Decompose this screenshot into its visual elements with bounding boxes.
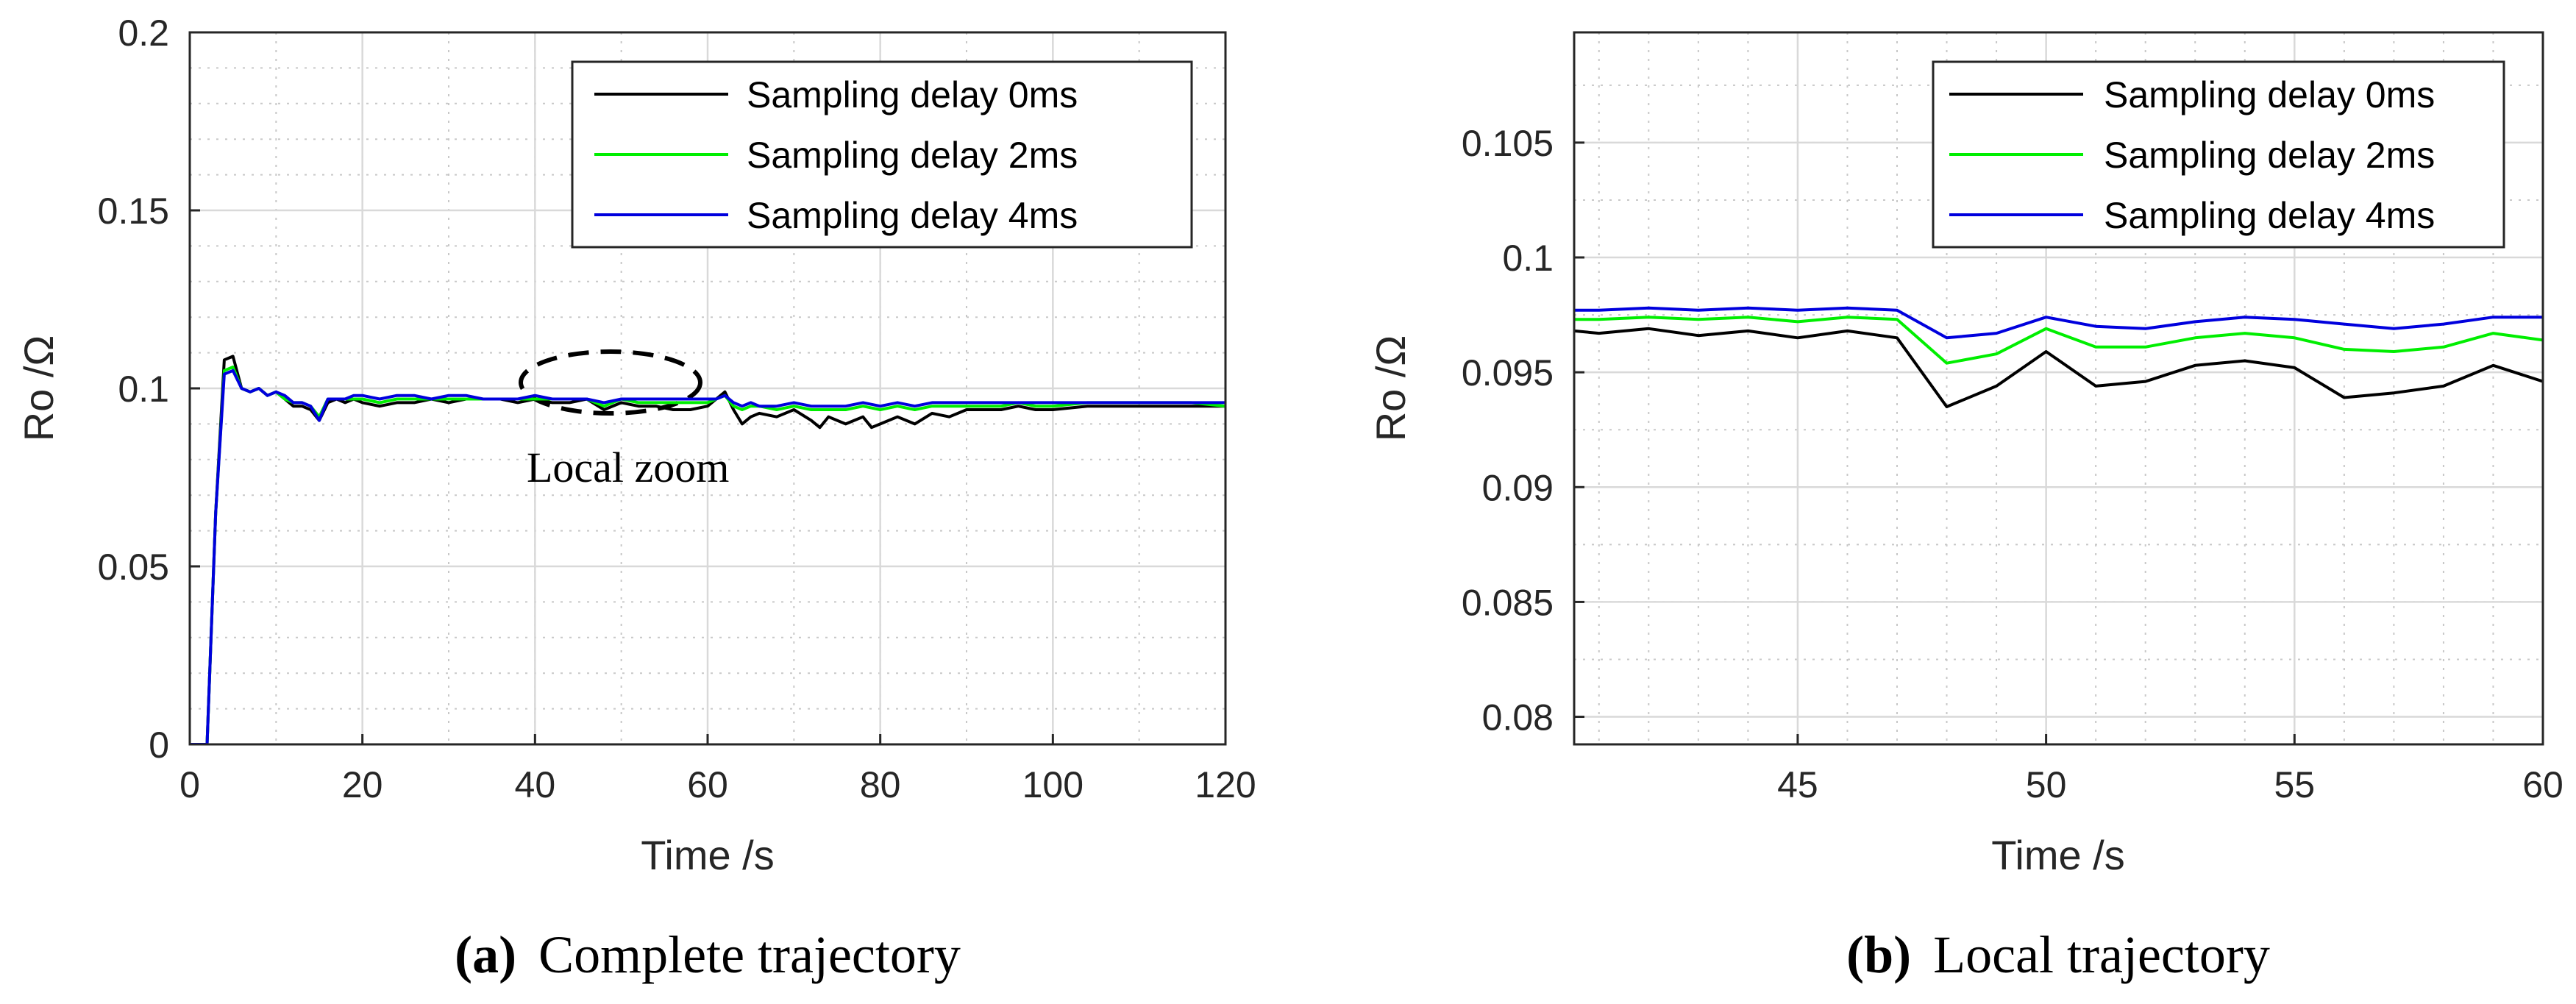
panel-b: 45 50 55 60 0.08 0.085 0.09 0.095 0.1 0.105 Time… xyxy=(1367,31,2563,984)
legend-label-a-2: Sampling delay 4ms xyxy=(747,195,1078,236)
panel-a: Local zoom 0 20 40 60 80 100 120 00.050.10.150… xyxy=(15,13,1256,984)
local-zoom-ellipse xyxy=(519,349,702,416)
y-tick-labels-a: 0 0.05 0.1 0.15 0.2 xyxy=(98,13,169,766)
caption-b: (b) Local trajectory xyxy=(1846,925,2270,984)
y-tick-label: 0.08 xyxy=(1482,697,1554,738)
series-line-b-1 xyxy=(1574,316,2543,365)
legend-label-b-2: Sampling delay 4ms xyxy=(2104,195,2435,236)
y-tick-label: 0.09 xyxy=(1482,467,1554,508)
local-zoom-annotation: Local zoom xyxy=(519,349,729,491)
caption-b-text: Local trajectory xyxy=(1933,925,2270,984)
series-line-a-1 xyxy=(190,366,1225,744)
y-tick-label: 0.05 xyxy=(98,546,169,588)
x-tick-label: 100 xyxy=(1022,764,1084,805)
x-tick-label: 50 xyxy=(2026,764,2067,805)
caption-a: (a) Complete trajectory xyxy=(455,925,961,984)
series-line-b-0 xyxy=(1574,327,2543,408)
x-tick-label: 20 xyxy=(342,764,383,805)
y-tick-label: 0 xyxy=(149,724,169,766)
series-line-b-2 xyxy=(1574,306,2543,340)
x-tick-labels-b: 45 50 55 60 xyxy=(1777,764,2563,805)
caption-a-label: (a) xyxy=(455,925,516,984)
x-tick-label: 80 xyxy=(860,764,901,805)
x-tick-label: 60 xyxy=(2522,764,2563,805)
y-tick-label: 0.1 xyxy=(118,369,169,410)
y-axis-label-a: Ro /Ω xyxy=(15,335,62,442)
legend-a: Sampling delay 0ms Sampling delay 2ms Sa… xyxy=(571,60,1193,249)
axes-box-b xyxy=(1573,31,2544,746)
x-tick-labels-a: 0 20 40 60 80 100 120 xyxy=(179,764,1256,805)
x-axis-label-b: Time /s xyxy=(1991,832,2124,878)
x-axis-label-a: Time /s xyxy=(641,832,774,878)
x-tick-label: 45 xyxy=(1777,764,1818,805)
y-axis-label-b: Ro /Ω xyxy=(1367,335,1414,442)
y-tick-label: 0.085 xyxy=(1462,582,1554,623)
y-tick-labels-b: 0.08 0.085 0.09 0.095 0.1 0.105 xyxy=(1462,123,1554,738)
legend-label-a-0: Sampling delay 0ms xyxy=(747,74,1078,115)
series-line-a-0 xyxy=(190,355,1225,744)
legend-label-b-1: Sampling delay 2ms xyxy=(2104,135,2435,176)
x-tick-label: 55 xyxy=(2274,764,2315,805)
series-line-a-2 xyxy=(190,369,1225,744)
grid-b xyxy=(1574,32,2544,744)
series-b xyxy=(1574,306,2543,408)
y-tick-label: 0.095 xyxy=(1462,352,1554,394)
series-a xyxy=(190,355,1225,744)
x-tick-label: 60 xyxy=(687,764,728,805)
x-tick-label: 0 xyxy=(179,764,200,805)
y-tick-label: 0.1 xyxy=(1502,238,1554,279)
caption-a-text: Complete trajectory xyxy=(538,925,961,984)
ticks-b xyxy=(1574,141,2544,744)
legend-label-b-0: Sampling delay 0ms xyxy=(2104,74,2435,115)
legend-b: Sampling delay 0ms Sampling delay 2ms Sa… xyxy=(1932,60,2505,249)
y-tick-label: 0.105 xyxy=(1462,123,1554,164)
x-tick-label: 40 xyxy=(515,764,556,805)
caption-b-label: (b) xyxy=(1846,925,1911,984)
ticks-a xyxy=(188,31,1227,746)
legend-label-a-1: Sampling delay 2ms xyxy=(747,135,1078,176)
y-tick-label: 0.15 xyxy=(98,191,169,232)
y-tick-label: 0.2 xyxy=(118,13,169,54)
x-tick-label: 120 xyxy=(1195,764,1256,805)
local-zoom-label: Local zoom xyxy=(527,444,729,491)
